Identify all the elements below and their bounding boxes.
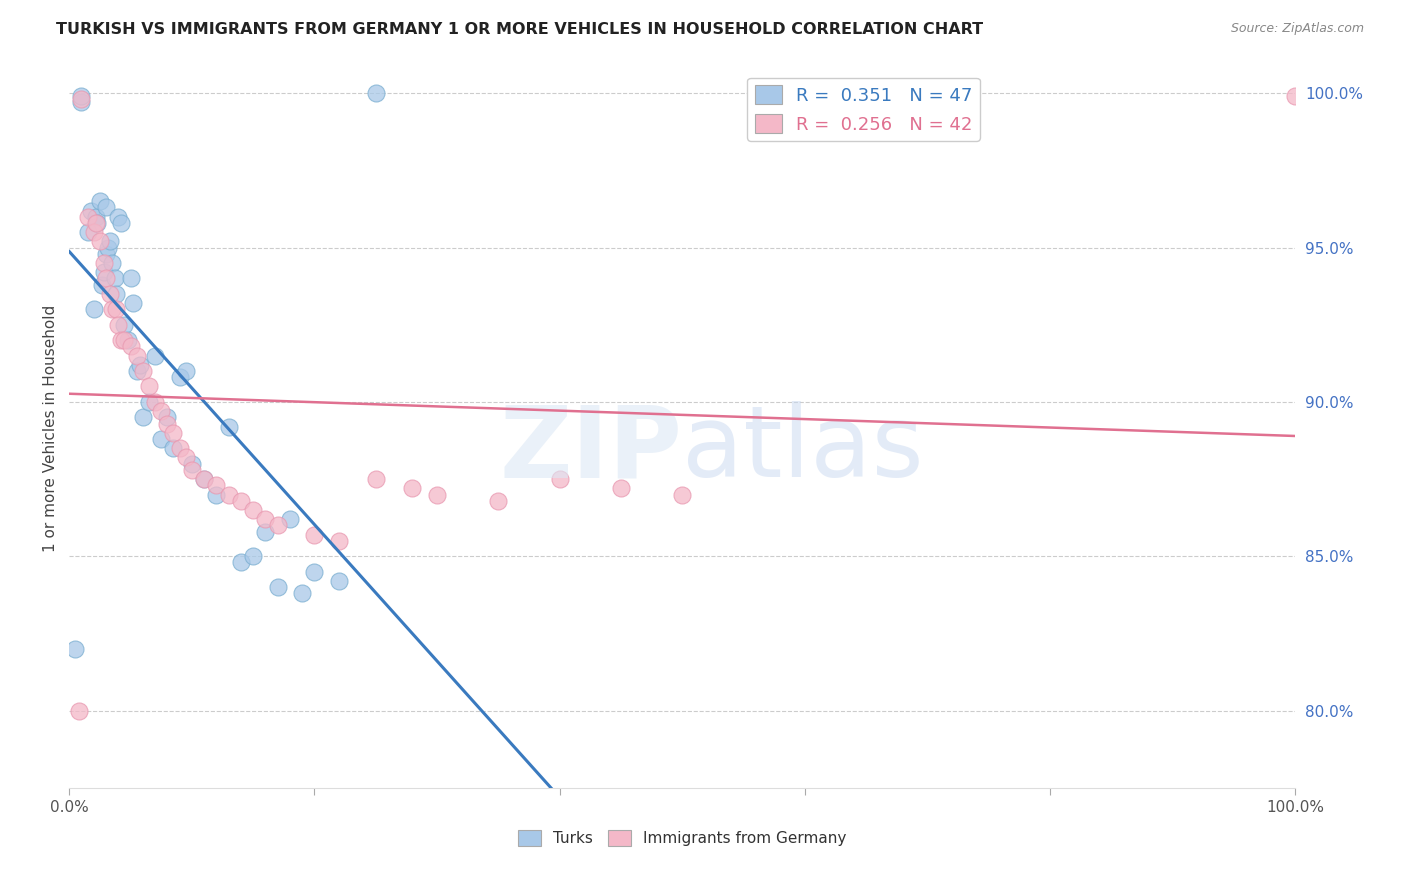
Point: [174, 450, 197, 465]
Point: [671, 487, 693, 501]
Point: [169, 370, 191, 384]
Point: [150, 432, 173, 446]
Point: [120, 271, 142, 285]
Point: [180, 463, 202, 477]
Point: [101, 302, 124, 317]
Point: [229, 556, 252, 570]
Point: [70, 92, 93, 106]
Point: [107, 318, 129, 332]
Point: [76, 210, 98, 224]
Point: [110, 333, 132, 347]
Point: [229, 493, 252, 508]
Point: [254, 512, 277, 526]
Point: [80, 203, 103, 218]
Point: [169, 441, 191, 455]
Point: [132, 410, 155, 425]
Point: [89, 235, 111, 249]
Point: [107, 210, 129, 224]
Point: [304, 565, 326, 579]
Point: [112, 333, 135, 347]
Point: [193, 472, 215, 486]
Point: [138, 379, 160, 393]
Text: atlas: atlas: [682, 401, 924, 499]
Point: [83, 225, 105, 239]
Point: [84, 210, 107, 224]
Point: [193, 472, 215, 486]
Legend: R =  0.351   N = 47, R =  0.256   N = 42: R = 0.351 N = 47, R = 0.256 N = 42: [748, 78, 980, 141]
Point: [218, 487, 240, 501]
Point: [242, 503, 264, 517]
Point: [76, 225, 98, 239]
Point: [1284, 89, 1306, 103]
Point: [304, 527, 326, 541]
Point: [98, 235, 121, 249]
Point: [162, 425, 184, 440]
Point: [110, 216, 132, 230]
Point: [266, 580, 288, 594]
Point: [112, 318, 135, 332]
Point: [89, 194, 111, 209]
Point: [93, 265, 115, 279]
Point: [401, 481, 423, 495]
Point: [101, 256, 124, 270]
Point: [150, 404, 173, 418]
Point: [143, 395, 166, 409]
Point: [104, 271, 127, 285]
Point: [218, 419, 240, 434]
Point: [162, 441, 184, 455]
Point: [548, 472, 571, 486]
Point: [91, 277, 114, 292]
Point: [129, 358, 152, 372]
Point: [98, 286, 121, 301]
Point: [67, 704, 90, 718]
Point: [364, 472, 387, 486]
Point: [254, 524, 277, 539]
Y-axis label: 1 or more Vehicles in Household: 1 or more Vehicles in Household: [44, 304, 58, 552]
Point: [65, 641, 87, 656]
Point: [93, 256, 115, 270]
Point: [174, 364, 197, 378]
Point: [86, 216, 108, 230]
Text: ZIP: ZIP: [499, 401, 682, 499]
Point: [83, 302, 105, 317]
Point: [70, 95, 93, 110]
Point: [104, 302, 127, 317]
Point: [122, 296, 145, 310]
Point: [291, 586, 314, 600]
Point: [266, 518, 288, 533]
Point: [364, 87, 387, 101]
Point: [278, 512, 301, 526]
Point: [97, 241, 120, 255]
Point: [138, 395, 160, 409]
Point: [610, 481, 633, 495]
Point: [94, 271, 117, 285]
Point: [70, 89, 93, 103]
Point: [426, 487, 449, 501]
Point: [205, 487, 228, 501]
Point: [156, 417, 179, 431]
Point: [205, 478, 228, 492]
Point: [132, 364, 155, 378]
Point: [94, 201, 117, 215]
Point: [84, 216, 107, 230]
Point: [242, 549, 264, 564]
Point: [143, 349, 166, 363]
Point: [104, 286, 127, 301]
Point: [125, 349, 148, 363]
Point: [156, 410, 179, 425]
Point: [486, 493, 509, 508]
Point: [328, 533, 350, 548]
Text: TURKISH VS IMMIGRANTS FROM GERMANY 1 OR MORE VEHICLES IN HOUSEHOLD CORRELATION C: TURKISH VS IMMIGRANTS FROM GERMANY 1 OR …: [56, 22, 983, 37]
Point: [117, 333, 139, 347]
Point: [180, 457, 202, 471]
Point: [120, 339, 142, 353]
Text: Source: ZipAtlas.com: Source: ZipAtlas.com: [1230, 22, 1364, 36]
Point: [328, 574, 350, 588]
Point: [125, 364, 148, 378]
Point: [94, 246, 117, 260]
